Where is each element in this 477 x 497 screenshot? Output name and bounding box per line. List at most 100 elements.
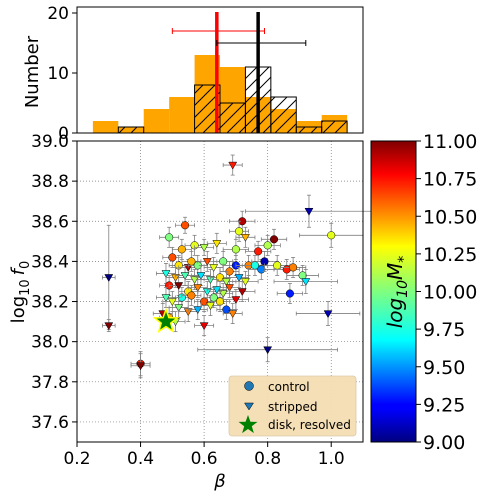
data-point-32 (279, 256, 307, 278)
point-marker-triangle (193, 284, 203, 292)
point-marker-circle (327, 231, 336, 240)
colorbar-tick-label-7: 10.75 (423, 169, 477, 191)
x-axis-label: β (213, 471, 226, 492)
y-tick-label-7: 39.0 (31, 132, 69, 152)
colorbar-label: log10M* (383, 256, 412, 329)
data-point-64 (178, 301, 199, 323)
colorbar: 9.00 9.25 9.50 9.75 10.00 10.25 10.50 10.75 11.0… (370, 131, 477, 454)
y-label-variable-subscript: 0 (18, 261, 33, 269)
point-marker-triangle (228, 310, 238, 319)
point-marker-triangle (193, 306, 203, 315)
data-point-19 (181, 250, 202, 272)
legend-star-icon (238, 415, 258, 434)
data-point-30 (264, 254, 291, 276)
histogram-y-label: Number (22, 35, 43, 108)
y-tick-label-3: 38.2 (31, 293, 69, 313)
legend-triangle-icon (244, 402, 254, 411)
histogram-markers (171, 12, 307, 133)
point-marker-circle (235, 227, 244, 236)
histogram-bar-0-2 (143, 109, 170, 133)
colorbar-tick-label-3: 9.75 (423, 319, 465, 341)
y-tick-label-0: 37.6 (31, 413, 69, 433)
colorbar-tick-label-0: 9.00 (423, 432, 465, 454)
x-axis-ticks: 0.2 0.4 0.6 0.8 1.0 (63, 442, 345, 469)
data-point-13 (235, 226, 256, 248)
y-tick-label-6: 38.8 (31, 172, 69, 192)
data-point-5 (222, 154, 243, 176)
data-point-29 (251, 250, 278, 272)
y-tick-label-4: 38.4 (31, 252, 69, 272)
point-marker-circle (263, 241, 272, 250)
histogram-bar-1-0 (117, 126, 145, 134)
disk-resolved-star (152, 307, 180, 334)
data-points (102, 154, 373, 379)
point-marker-triangle (240, 278, 250, 286)
y-label-subscript: 10 (18, 279, 33, 296)
histogram-frame (76, 6, 364, 134)
point-marker-triangle (206, 302, 215, 311)
point-marker-triangle (199, 244, 209, 252)
point-marker-circle (273, 261, 282, 270)
histogram-bar-1-6 (321, 120, 348, 134)
highlight-star (152, 307, 180, 334)
data-point-3 (299, 222, 364, 248)
legend: control stripped disk, resolved (228, 375, 357, 437)
colorbar-label-subscript: 10 (395, 280, 411, 298)
point-marker-circle (177, 245, 186, 254)
legend-label-disk-resolved: disk, resolved (268, 418, 351, 432)
point-marker-circle (215, 273, 225, 282)
data-point-11 (222, 238, 250, 260)
point-marker-triangle (228, 161, 238, 170)
point-marker-triangle (104, 322, 114, 331)
histogram-bar-1-2 (219, 102, 246, 134)
point-marker-circle (269, 235, 279, 244)
x-tick-label-3: 0.8 (254, 449, 281, 469)
point-marker-triangle (218, 290, 228, 299)
point-marker-triangle (161, 294, 171, 303)
data-point-6 (159, 226, 180, 248)
data-point-74 (102, 224, 116, 331)
point-marker-circle (187, 291, 196, 300)
scatter-panel: 0.2 0.4 0.6 0.8 1.0 37.6 37.8 38.0 38.2 38.4 38.6… (8, 132, 373, 492)
histogram-panel: 0 10 20 Number (22, 4, 364, 144)
y-axis-ticks: 37.6 37.8 38.0 38.2 38.4 38.6 38.8 39.0 (31, 132, 77, 433)
point-marker-triangle (199, 322, 209, 331)
data-point-27 (241, 254, 269, 276)
data-point-58 (181, 285, 202, 306)
data-point-15 (254, 234, 281, 256)
point-marker-circle (180, 221, 190, 230)
x-tick-label-2: 0.6 (191, 449, 218, 469)
data-point-14 (245, 240, 272, 262)
point-marker-circle (285, 289, 294, 298)
y-label-variable: f (8, 266, 29, 275)
point-marker-triangle (234, 274, 244, 282)
point-marker-triangle (174, 304, 184, 313)
legend-circle-icon (244, 381, 254, 391)
point-marker-triangle (190, 276, 200, 284)
colorbar-tick-label-6: 10.50 (423, 206, 477, 228)
colorbar-tick-label-4: 10.00 (423, 282, 477, 304)
histogram-bar-1-5 (295, 126, 323, 134)
data-point-77 (130, 353, 151, 379)
data-point-16 (162, 246, 183, 268)
colorbar-label-variable: M (383, 263, 407, 280)
data-point-23 (213, 250, 234, 272)
colorbar-label-log: log (383, 298, 407, 329)
scatter-frame (76, 140, 364, 443)
histogram-bar-0-0 (92, 121, 119, 133)
colorbar-ticks: 9.00 9.25 9.50 9.75 10.00 10.25 10.50 10.75 11.0… (416, 131, 477, 454)
point-marker-triangle (212, 240, 222, 248)
point-marker-triangle (323, 310, 333, 319)
legend-label-stripped: stripped (268, 400, 317, 414)
colorbar-tick-label-1: 9.25 (423, 394, 465, 416)
data-point-1 (229, 210, 256, 232)
y-label-log: log (8, 296, 29, 323)
point-marker-triangle (221, 278, 231, 286)
point-marker-triangle (136, 362, 145, 371)
point-marker-circle (222, 305, 231, 314)
point-marker-circle (254, 247, 263, 256)
y-tick-label-5: 38.6 (31, 212, 69, 232)
data-point-53 (229, 281, 256, 302)
point-marker-circle (257, 265, 266, 274)
